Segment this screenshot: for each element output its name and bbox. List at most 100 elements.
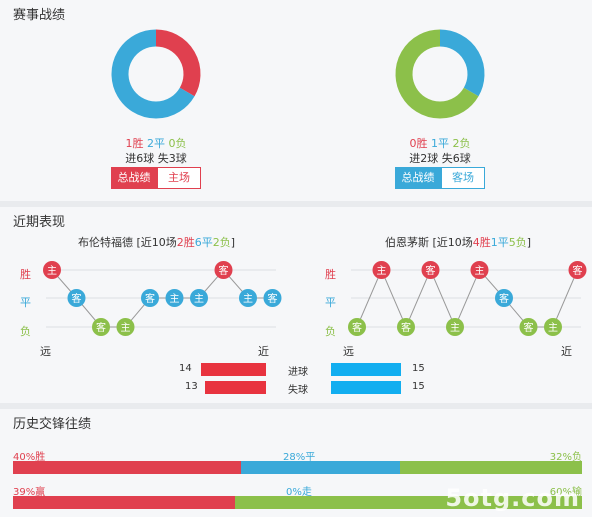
- win-axis-label: 胜: [325, 268, 336, 281]
- right-record-summary: 0胜 1平 2负: [350, 135, 530, 151]
- left-goals-for-bar: [201, 363, 266, 376]
- match-marker[interactable]: 主: [544, 318, 562, 336]
- near-label: 近: [258, 345, 269, 358]
- match-marker[interactable]: 客: [214, 261, 233, 279]
- section-title: 历史交锋往绩: [13, 417, 92, 432]
- venue-label: 主: [450, 322, 460, 334]
- donut-segment-draw: [439, 29, 485, 97]
- draw-segment: [240, 461, 400, 474]
- section-title: 赛事战绩: [13, 8, 66, 23]
- right-record-donut: [395, 29, 485, 119]
- match-marker[interactable]: 主: [372, 261, 391, 279]
- venue-label: 主: [243, 293, 253, 305]
- head-to-head-section: 历史交锋往绩 40%胜 28%平 32%负 39%赢 0%走 60%输 5otg…: [0, 409, 592, 517]
- match-marker[interactable]: 客: [263, 289, 282, 307]
- team-name: 布伦特福德: [78, 236, 133, 249]
- match-marker[interactable]: 客: [67, 289, 86, 307]
- venue-label: 客: [524, 321, 534, 334]
- section-title: 近期表现: [13, 215, 66, 230]
- venue-label: 客: [573, 264, 583, 277]
- right-team-form-title: 伯恩茅斯 [近10场4胜1平5负]: [385, 236, 532, 249]
- left-record-summary: 1胜 2平 0负: [66, 135, 246, 151]
- far-label: 远: [40, 345, 51, 358]
- venue-label: 主: [194, 293, 204, 305]
- watermark-logo: 5otg.com: [445, 484, 580, 512]
- loss-count: 0负: [168, 137, 187, 150]
- h2h-draw-pct: 28%平: [283, 452, 316, 463]
- right-goals: 进2球 失6球: [409, 152, 471, 165]
- win-axis-label: 胜: [20, 268, 31, 281]
- draw-axis-label: 平: [20, 296, 31, 309]
- match-marker[interactable]: 主: [165, 289, 184, 307]
- venue-label: 客: [426, 264, 436, 277]
- venue-label: 主: [377, 265, 387, 277]
- donut-segment-loss: [395, 29, 479, 119]
- match-marker[interactable]: 客: [568, 261, 587, 279]
- right-goals-against-value: 15: [412, 381, 425, 392]
- win-segment: [13, 461, 241, 474]
- venue-label: 客: [352, 321, 362, 334]
- h2h-handicap-bar: [13, 496, 582, 509]
- total-record-button[interactable]: 总战绩: [395, 167, 441, 189]
- match-marker[interactable]: 客: [92, 318, 110, 336]
- venue-label: 主: [475, 265, 485, 277]
- right-goals-against-bar: [331, 381, 401, 394]
- loss-count: 2负: [452, 137, 471, 150]
- team-name: 伯恩茅斯: [385, 236, 429, 249]
- draw-count: 1平: [431, 137, 449, 150]
- draw-axis-label: 平: [325, 296, 336, 309]
- left-filter-tabs: 总战绩 主场: [111, 167, 201, 189]
- match-marker[interactable]: 客: [421, 261, 440, 279]
- left-form-chart: 主客客 主客主主客主客: [43, 261, 282, 336]
- goals-against-label: 失球: [288, 385, 308, 396]
- record-section: 赛事战绩 1胜 2平 0负 进6球 失3球 总战绩 主场 0胜 1平 2负 进2…: [0, 0, 592, 201]
- match-marker[interactable]: 主: [116, 318, 135, 336]
- form-line: [356, 268, 578, 329]
- match-marker[interactable]: 主: [43, 261, 61, 279]
- left-goals-for-value: 14: [179, 363, 192, 374]
- donut-segment-win: [155, 29, 201, 97]
- venue-label: 客: [499, 292, 509, 305]
- left-goals-against-bar: [205, 381, 266, 394]
- match-marker[interactable]: 客: [519, 318, 538, 336]
- match-marker[interactable]: 客: [141, 289, 159, 307]
- h2h-loss-pct: 32%负: [549, 452, 582, 463]
- h2h-handicap-loss-pct: 60%输: [549, 487, 582, 498]
- match-marker[interactable]: 客: [495, 289, 513, 307]
- home-button[interactable]: 主场: [157, 167, 201, 189]
- h2h-handicap-push-pct: 0%走: [286, 487, 312, 498]
- h2h-handicap-win-pct: 39%赢: [13, 487, 46, 498]
- left-team-form-title: 布伦特福德 [近10场2胜6平2负]: [78, 236, 236, 249]
- left-goals: 进6球 失3球: [125, 152, 187, 165]
- loss-segment: [399, 461, 582, 474]
- match-marker[interactable]: 主: [239, 289, 257, 307]
- venue-label: 客: [96, 321, 106, 334]
- venue-label: 客: [268, 292, 278, 305]
- goals-for-label: 进球: [288, 367, 308, 378]
- match-marker[interactable]: 主: [446, 318, 464, 336]
- left-goals-against-value: 13: [185, 381, 198, 392]
- donut-segment-draw: [111, 29, 195, 119]
- match-marker[interactable]: 客: [348, 318, 366, 336]
- venue-label: 客: [145, 292, 155, 305]
- venue-label: 主: [47, 265, 57, 277]
- form-line: [51, 269, 273, 328]
- loss-segment: [234, 496, 582, 509]
- match-marker[interactable]: 主: [190, 289, 208, 307]
- draw-count: 2平: [147, 137, 165, 150]
- match-marker[interactable]: 客: [397, 318, 415, 336]
- win-count: 0胜: [409, 137, 428, 150]
- loss-axis-label: 负: [325, 325, 336, 338]
- total-record-button[interactable]: 总战绩: [111, 167, 157, 189]
- venue-label: 主: [121, 322, 131, 334]
- left-record-donut: [111, 29, 201, 119]
- h2h-result-bar: [13, 461, 582, 474]
- near-label: 近: [561, 345, 572, 358]
- match-marker[interactable]: 主: [470, 261, 489, 279]
- away-button[interactable]: 客场: [441, 167, 485, 189]
- win-segment: [13, 496, 235, 509]
- recent-form-section: 近期表现 布伦特福德 [近10场2胜6平2负] 伯恩茅斯 [近10场4胜1平5负…: [0, 207, 592, 403]
- right-filter-tabs: 总战绩 客场: [395, 167, 485, 189]
- venue-label: 客: [401, 321, 411, 334]
